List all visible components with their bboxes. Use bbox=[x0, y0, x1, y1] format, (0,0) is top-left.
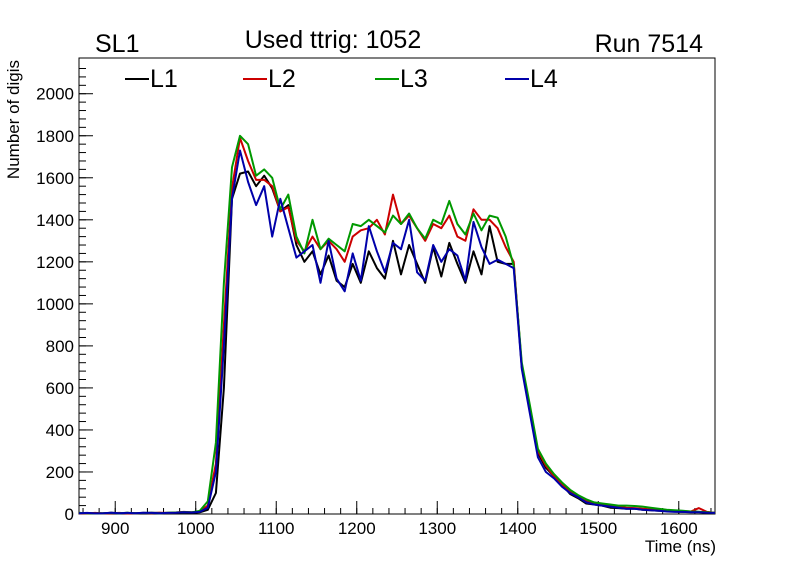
y-axis-label: Number of digis bbox=[4, 60, 23, 179]
series-lines bbox=[78, 134, 716, 515]
y-tick-label: 800 bbox=[46, 337, 74, 356]
y-tick-label: 400 bbox=[46, 421, 74, 440]
x-tick-label: 1100 bbox=[258, 519, 295, 538]
plot-frame bbox=[78, 57, 716, 515]
corner-right-label: Run 7514 bbox=[595, 30, 704, 58]
x-tick-label: 1600 bbox=[660, 519, 698, 538]
legend: L1 L2 L3 L4 bbox=[125, 65, 558, 93]
legend-label-l2: L2 bbox=[268, 65, 296, 93]
series-line-l4 bbox=[78, 149, 716, 515]
y-tick-label: 2000 bbox=[36, 85, 74, 104]
series-line-l3 bbox=[78, 134, 716, 515]
x-tick-label: 1500 bbox=[579, 519, 617, 538]
y-tick-label: 1600 bbox=[36, 169, 74, 188]
legend-label-l1: L1 bbox=[150, 65, 178, 93]
y-tick-label: 1200 bbox=[36, 253, 74, 272]
x-axis-label: Time (ns) bbox=[645, 537, 716, 556]
y-tick-label: 1400 bbox=[36, 211, 74, 230]
y-tick-label: 1000 bbox=[36, 295, 74, 314]
corner-left-label: SL1 bbox=[95, 30, 139, 58]
y-tick-label: 0 bbox=[65, 505, 74, 524]
y-tick-label: 1800 bbox=[36, 127, 74, 146]
y-tick-label: 600 bbox=[46, 379, 74, 398]
series-line-l2 bbox=[78, 136, 716, 515]
x-tick-label: 1300 bbox=[418, 519, 456, 538]
legend-label-l4: L4 bbox=[530, 65, 558, 93]
series-line-l1 bbox=[78, 170, 716, 515]
x-tick-label: 1200 bbox=[338, 519, 376, 538]
y-tick-label: 200 bbox=[46, 463, 74, 482]
x-tick-label: 1000 bbox=[177, 519, 215, 538]
x-tick-label: 900 bbox=[101, 519, 129, 538]
axis-ticks: 900 1000 1100 1200 1300 1400 1500 1600 0 200 400 60… bbox=[36, 68, 712, 538]
x-tick-label: 1400 bbox=[499, 519, 537, 538]
chart-title: Used ttrig: 1052 bbox=[245, 26, 422, 54]
legend-label-l3: L3 bbox=[400, 65, 428, 93]
